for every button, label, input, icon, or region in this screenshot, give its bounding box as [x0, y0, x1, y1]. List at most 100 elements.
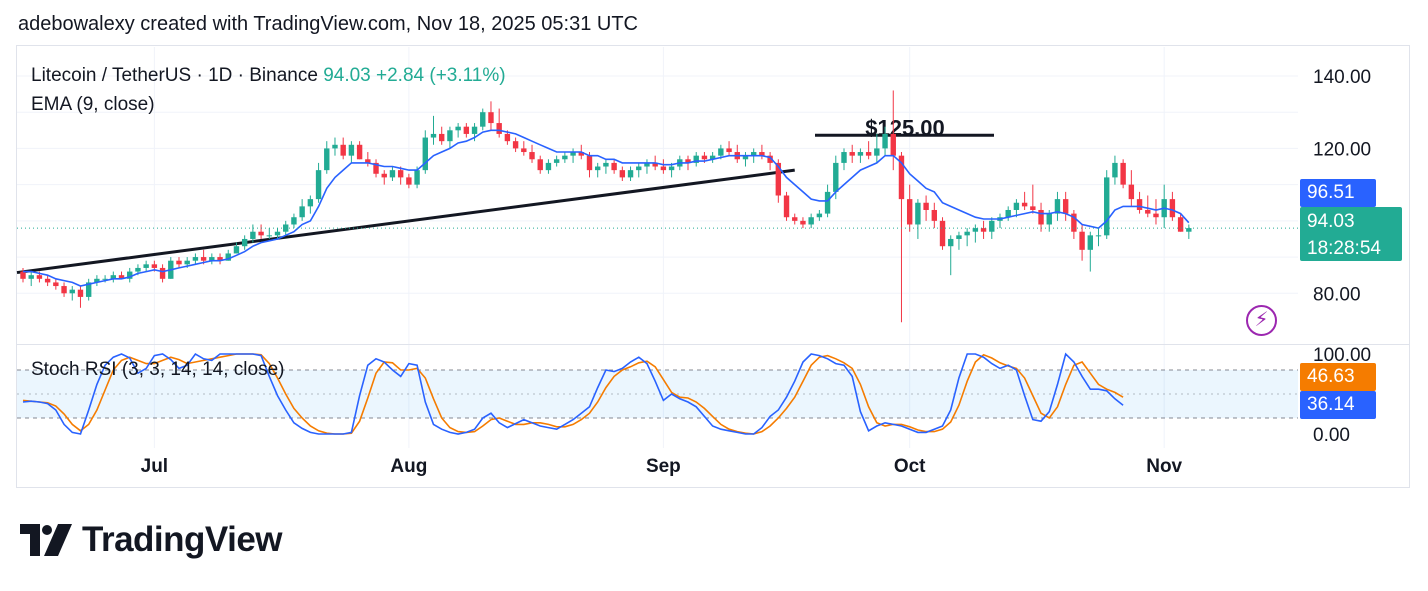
- candle-body: [151, 264, 158, 268]
- candle: [168, 257, 174, 279]
- ema-line: [23, 129, 1190, 287]
- candle-body: [1087, 235, 1093, 250]
- candle: [1013, 199, 1020, 218]
- candle-body: [250, 231, 256, 239]
- candle-body: [553, 159, 560, 163]
- candle: [340, 137, 346, 160]
- candle: [332, 137, 338, 156]
- price-axis-label: 80.00: [1313, 284, 1361, 305]
- price-change: +2.84 (+3.11%): [376, 65, 506, 86]
- candle-body: [28, 275, 34, 279]
- candle: [948, 235, 954, 276]
- candle-body: [176, 260, 182, 265]
- candle: [397, 166, 404, 185]
- candle-body: [923, 202, 929, 210]
- candle: [709, 152, 716, 163]
- candle-body: [652, 162, 658, 167]
- candle-body: [742, 155, 749, 160]
- ema-legend[interactable]: EMA (9, close): [31, 94, 155, 115]
- candle-body: [816, 213, 823, 218]
- candle: [898, 152, 905, 323]
- candle-body: [668, 166, 675, 171]
- candle: [496, 108, 502, 138]
- candle-body: [849, 152, 855, 156]
- candle-body: [233, 246, 240, 254]
- candle-body: [110, 275, 117, 279]
- candle-body: [578, 152, 584, 156]
- lightning-bolt-icon[interactable]: ⚡: [1246, 305, 1277, 336]
- candle-body: [414, 170, 420, 185]
- candle: [603, 159, 609, 174]
- candle: [1136, 191, 1143, 214]
- candle: [906, 184, 913, 232]
- stoch-band: [17, 370, 1298, 418]
- candle: [455, 123, 461, 138]
- candle-body: [135, 267, 141, 272]
- candle-body: [595, 166, 601, 171]
- candle: [1071, 209, 1077, 239]
- candle: [291, 213, 297, 229]
- candle-body: [373, 162, 379, 174]
- candle: [127, 267, 133, 283]
- candle: [406, 173, 412, 189]
- candle: [118, 271, 125, 279]
- stoch-rsi-legend[interactable]: Stoch RSI (3, 3, 14, 14, close): [31, 359, 285, 380]
- candle-body: [44, 278, 51, 283]
- candle-body: [348, 144, 355, 156]
- candle: [1038, 202, 1044, 232]
- candle-body: [1013, 202, 1020, 210]
- candle: [20, 267, 26, 283]
- header-attribution: adebowalexy created with TradingView.com…: [18, 13, 638, 35]
- candle: [742, 152, 749, 167]
- candle-body: [184, 260, 190, 265]
- candle-body: [299, 206, 305, 218]
- candle: [241, 235, 248, 250]
- candle-body: [750, 152, 757, 156]
- candle-body: [701, 155, 708, 160]
- time-axis-label: Aug: [390, 456, 427, 477]
- candle-body: [1030, 206, 1036, 210]
- candle-body: [504, 133, 511, 142]
- candle-body: [1095, 235, 1102, 237]
- candle: [373, 159, 379, 178]
- candle-body: [767, 155, 773, 163]
- trendline: [16, 168, 795, 275]
- candle-body: [455, 126, 461, 131]
- candle-body: [69, 289, 75, 294]
- candle-body: [488, 112, 494, 124]
- candle: [439, 126, 445, 145]
- candle-body: [102, 278, 108, 280]
- candle-body: [775, 162, 782, 196]
- candle-body: [898, 155, 905, 200]
- candle-body: [874, 148, 880, 156]
- candle: [143, 260, 149, 272]
- candle: [422, 130, 428, 174]
- candle-body: [1112, 162, 1118, 178]
- candle-body: [94, 278, 100, 283]
- candle-body: [61, 286, 67, 294]
- candle-body: [127, 271, 133, 279]
- candle-body: [1054, 199, 1061, 214]
- candle: [956, 231, 962, 250]
- symbol-title[interactable]: Litecoin / TetherUS · 1D · Binance: [31, 65, 318, 86]
- candle: [1169, 191, 1176, 221]
- candle: [1087, 231, 1093, 272]
- candle-body: [644, 162, 650, 167]
- candle-body: [1079, 231, 1085, 250]
- stoch-line-k: [22, 352, 1124, 435]
- candle-body: [808, 217, 814, 225]
- candle-body: [562, 155, 568, 160]
- candle: [1062, 191, 1069, 221]
- candle-body: [570, 152, 576, 156]
- candle: [1005, 206, 1011, 221]
- candle: [980, 220, 987, 239]
- candle: [660, 159, 667, 174]
- candle: [989, 217, 995, 239]
- candle: [595, 162, 601, 178]
- candle: [1104, 170, 1110, 239]
- brand-name: TradingView: [82, 520, 283, 559]
- candle-body: [980, 228, 987, 232]
- ema-price-tag: 96.51: [1300, 179, 1376, 207]
- candle: [1112, 155, 1118, 185]
